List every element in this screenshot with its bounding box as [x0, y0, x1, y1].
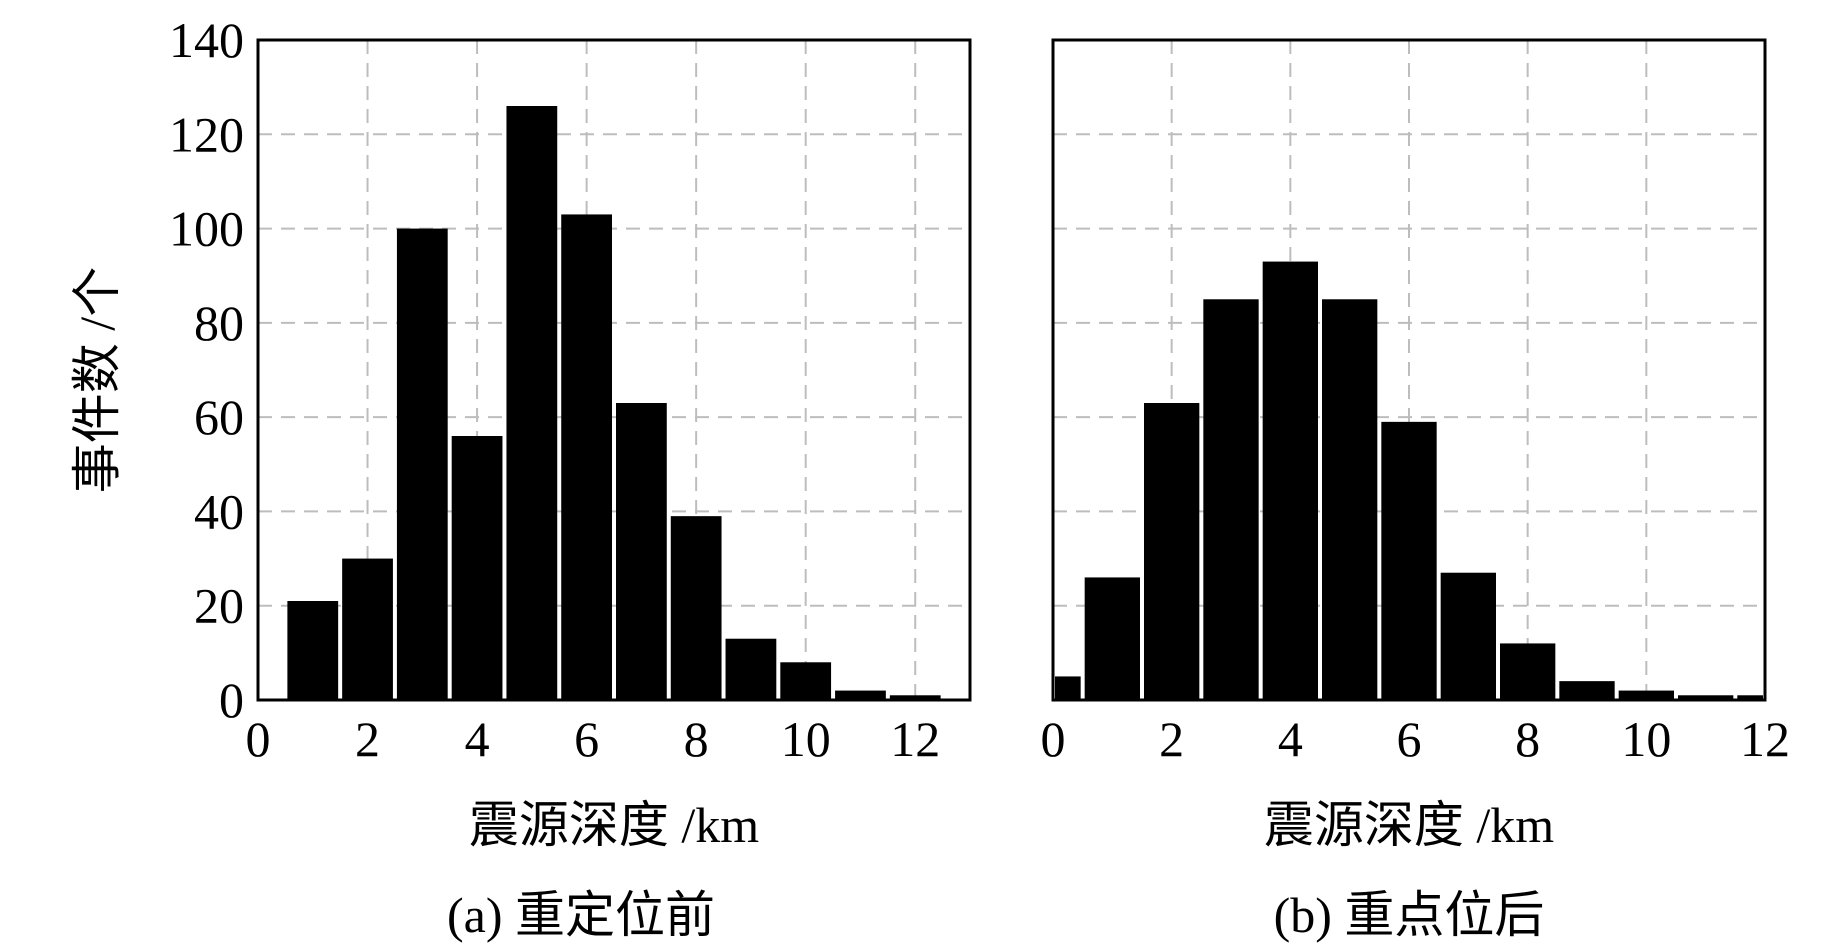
panel-b-bar: [1440, 572, 1496, 700]
panel-a-y-tick-labels: 0 20 40 60 80 100 120 140: [169, 12, 244, 728]
panel-b-bar: [1678, 695, 1734, 700]
panel-b-x-axis-title: 震源深度 /km: [1264, 797, 1554, 853]
panel-a-bar: [889, 695, 941, 700]
panel-a-x-tick-label: 4: [465, 711, 490, 767]
panel-b-bar: [1381, 421, 1437, 700]
panel-b-bar: [1322, 299, 1378, 700]
panel-b-x-tick-label: 4: [1278, 711, 1303, 767]
panel-a-y-tick-label: 60: [194, 389, 244, 445]
panel-b-bar: [1144, 403, 1200, 700]
panel-b-bars: [1055, 261, 1763, 700]
panel-a-bar: [835, 690, 886, 700]
panel-a-y-tick-label: 100: [169, 201, 244, 257]
panel-a-y-tick-label: 20: [194, 578, 244, 634]
panel-a-x-tick-label: 2: [355, 711, 380, 767]
panel-b-bar: [1055, 676, 1081, 700]
panel-a-before-relocation: 0 20 40 60 80 100 120 140 0 2 4 6 8 10 12 震源深度 /km (a…: [169, 12, 972, 943]
panel-b-bar: [1618, 690, 1674, 700]
panel-b-x-tick-label: 8: [1515, 711, 1540, 767]
panel-a-x-tick-label: 6: [574, 711, 599, 767]
panel-b-caption: (b) 重点位后: [1274, 887, 1545, 943]
panel-a-y-tick-label: 140: [169, 12, 244, 68]
panel-b-x-tick-label: 6: [1397, 711, 1422, 767]
panel-a-x-tick-label: 0: [246, 711, 271, 767]
panel-a-caption: (a) 重定位前: [447, 887, 715, 943]
panel-b-frame: [1051, 38, 1767, 702]
panel-a-x-tick-label: 10: [781, 711, 831, 767]
panel-b-bar: [1559, 681, 1615, 700]
panel-a-x-axis-title: 震源深度 /km: [469, 797, 759, 853]
panel-a-bar: [780, 662, 832, 700]
panel-a-y-tick-label: 0: [219, 672, 244, 728]
panel-b-x-tick-label: 2: [1159, 711, 1184, 767]
panel-b-x-tick-labels: 0 2 4 6 8 10 12: [1041, 711, 1791, 767]
panel-a-bar: [561, 214, 612, 700]
panel-a-frame: [256, 38, 972, 702]
panel-a-bar: [506, 106, 558, 700]
panel-b-bar: [1084, 577, 1140, 700]
panel-a-bar: [342, 558, 393, 700]
panel-a-bars: [287, 106, 941, 701]
panel-b-bar: [1262, 261, 1318, 700]
panel-a-bar: [670, 516, 722, 700]
panel-a-y-tick-label: 120: [169, 106, 244, 162]
panel-a-y-tick-label: 40: [194, 483, 244, 539]
panel-a-bar: [616, 403, 667, 700]
panel-a-x-tick-label: 8: [684, 711, 709, 767]
y-axis-title: 事件数 /个: [69, 267, 125, 493]
panel-b-x-tick-label: 12: [1740, 711, 1790, 767]
panel-a-bar: [451, 436, 503, 700]
panel-a-bar: [725, 638, 777, 700]
panel-a-y-tick-label: 80: [194, 295, 244, 351]
panel-b-after-relocation: 0 2 4 6 8 10 12 震源深度 /km (b) 重点位后: [1041, 38, 1791, 943]
panel-a-x-tick-labels: 0 2 4 6 8 10 12: [246, 711, 941, 767]
panel-b-bar: [1203, 299, 1259, 700]
panel-b-bar: [1737, 695, 1763, 700]
panel-a-x-tick-label: 12: [890, 711, 940, 767]
panel-b-x-tick-label: 10: [1621, 711, 1671, 767]
panel-b-x-tick-label: 0: [1041, 711, 1066, 767]
panel-b-bar: [1500, 643, 1556, 700]
panel-a-bar: [287, 601, 339, 700]
panel-a-bar: [396, 228, 448, 701]
